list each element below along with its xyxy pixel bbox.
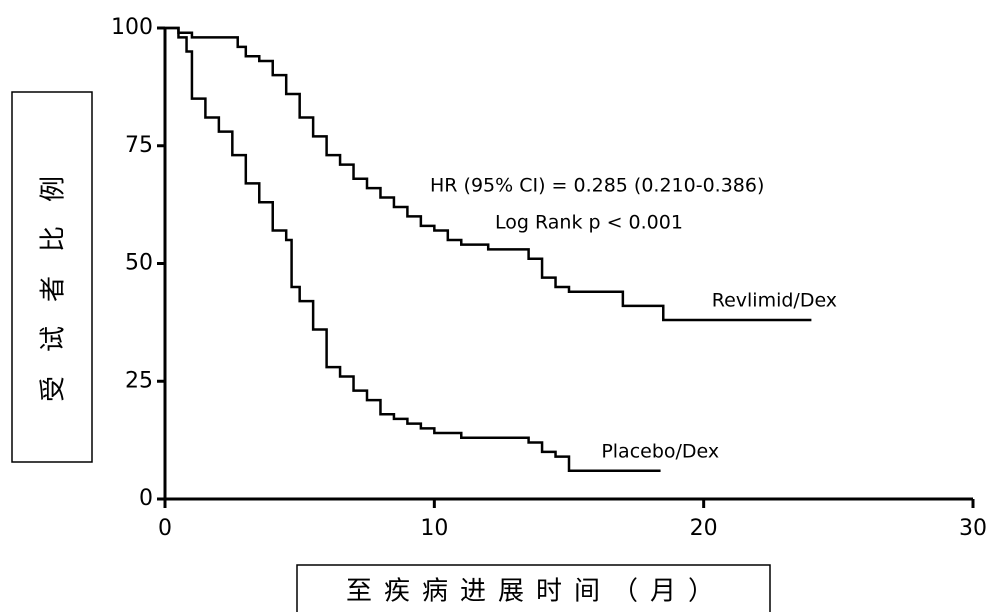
y-label-box: [11, 91, 93, 463]
y-tick-label: 50: [125, 251, 153, 276]
x-tick-label: 20: [690, 516, 718, 541]
survival-curve: [165, 26, 812, 322]
annotation: Log Rank p < 0.001: [495, 212, 683, 234]
y-tick-label: 0: [139, 486, 153, 511]
annotation: HR (95% CI) = 0.285 (0.210-0.386): [430, 175, 764, 197]
y-tick-label: 25: [125, 368, 153, 393]
series-label: Revlimid/Dex: [712, 290, 837, 312]
y-tick-label: 100: [111, 15, 153, 40]
x-tick-label: 10: [420, 516, 448, 541]
x-label-box: [296, 564, 771, 612]
x-axis-label: 至疾病进展时间（月）: [346, 577, 726, 607]
y-axis-label: 受试者比例: [39, 152, 69, 402]
x-tick-label: 0: [158, 516, 172, 541]
x-tick-label: 30: [959, 516, 987, 541]
series-label: Placebo/Dex: [601, 440, 719, 462]
survival-curve: [165, 26, 661, 472]
y-tick-label: 75: [125, 133, 153, 158]
